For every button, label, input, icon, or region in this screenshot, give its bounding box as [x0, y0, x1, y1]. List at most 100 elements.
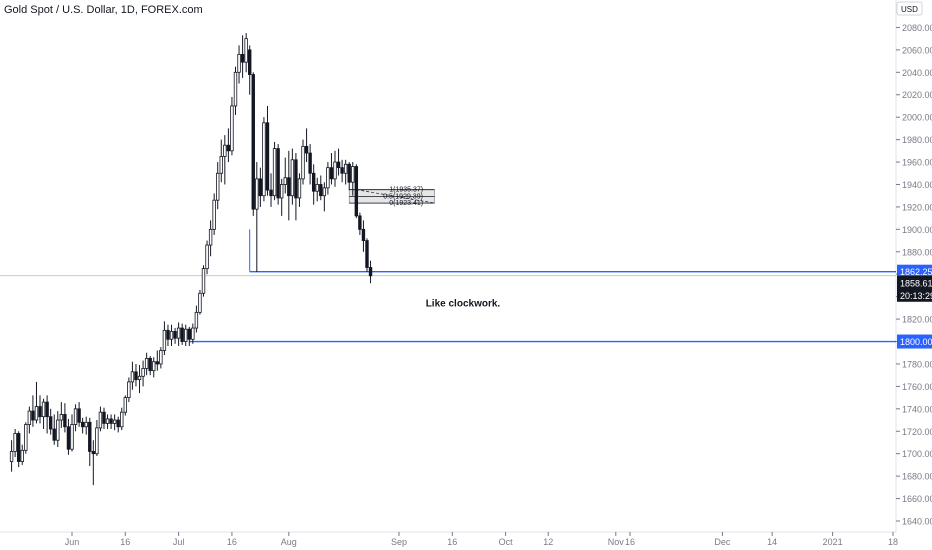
annotation-text[interactable]: Like clockwork.	[426, 298, 501, 309]
candle-body	[77, 408, 81, 423]
candle-body	[233, 71, 238, 107]
x-tick-label: 2021	[823, 537, 843, 547]
candle-body	[347, 163, 351, 183]
candle-body	[152, 361, 156, 372]
candle-body	[336, 161, 341, 169]
x-tick-label: 16	[227, 537, 237, 547]
candle-body	[70, 424, 74, 450]
candle-body	[102, 411, 106, 424]
y-tick-label: 2060.00	[902, 45, 932, 55]
candle-body	[180, 327, 184, 342]
candle-body	[219, 156, 223, 174]
candle-body	[34, 406, 39, 421]
candle-body	[144, 357, 149, 369]
candle-body	[272, 148, 277, 197]
candle-body	[63, 414, 67, 428]
x-tick-label: 18	[888, 537, 898, 547]
candle-body	[343, 163, 348, 174]
bar-countdown-label: 20:13:29	[900, 291, 932, 301]
x-tick-label: Aug	[281, 537, 297, 547]
candle-body	[315, 184, 319, 192]
candle-body	[9, 451, 14, 462]
candle-body	[351, 166, 355, 183]
candle-body	[41, 401, 46, 418]
x-tick-label: Oct	[499, 537, 514, 547]
x-tick-label: 12	[543, 537, 553, 547]
candle-body	[127, 381, 131, 399]
candle-body	[230, 105, 234, 152]
level-price-tag	[897, 264, 932, 279]
candle-body	[80, 421, 85, 428]
y-tick-label: 1920.00	[902, 202, 932, 212]
candle-body	[159, 350, 163, 365]
fib-level-label: 0(1923.41)	[389, 200, 423, 207]
level-price-tag	[897, 334, 932, 349]
candle-body	[73, 408, 78, 425]
candle-body	[31, 410, 35, 421]
candle-body	[329, 167, 334, 180]
candle-body	[20, 449, 24, 462]
candle-body	[105, 418, 110, 424]
y-tick-label: 1900.00	[902, 225, 932, 235]
last-price-tag	[897, 275, 932, 302]
candle-body	[358, 215, 362, 230]
y-tick-label: 1700.00	[902, 449, 932, 459]
candle-body	[290, 159, 295, 197]
x-tick-label: Jun	[65, 537, 80, 547]
candle-body	[184, 328, 188, 342]
candle-body	[148, 357, 152, 372]
currency-button[interactable]	[896, 1, 923, 16]
candle-body	[361, 228, 366, 241]
candle-body	[176, 327, 181, 339]
x-tick-label: Jul	[173, 537, 185, 547]
candle-body	[269, 189, 273, 197]
candle-body	[244, 38, 248, 63]
candle-body	[52, 428, 56, 441]
last-price-label: 1858.61	[900, 278, 932, 288]
candle-body	[38, 406, 42, 418]
candle-body	[258, 178, 263, 197]
symbol-title: Gold Spot / U.S. Dollar, 1D, FOREX.com	[4, 4, 203, 16]
candle-body	[120, 411, 124, 428]
candle-body	[319, 184, 323, 197]
candle-body	[198, 292, 202, 313]
y-tick-label: 1940.00	[902, 180, 932, 190]
candle-body	[134, 371, 138, 381]
candle-body	[194, 311, 199, 329]
y-tick-label: 2000.00	[902, 113, 932, 123]
candle-body	[91, 451, 96, 455]
candle-body	[287, 177, 291, 197]
candle-body	[279, 184, 284, 199]
y-tick-label: 1980.00	[902, 135, 932, 145]
candle-body	[98, 411, 103, 429]
candle-body	[216, 172, 220, 201]
x-tick-label: Dec	[714, 537, 731, 547]
fib-level-label: 0.5(1929.39)	[383, 193, 423, 200]
candle-body	[223, 144, 227, 157]
candle-body	[255, 178, 259, 210]
candle-body	[322, 187, 327, 197]
fib-level-label: 1(1935.37)	[389, 187, 423, 194]
candle-body	[283, 177, 287, 185]
candle-body	[137, 375, 142, 381]
x-tick-label: 16	[447, 537, 457, 547]
x-tick-label: Sep	[391, 537, 407, 547]
candle-body	[265, 122, 270, 191]
candle-body	[141, 368, 145, 377]
candle-body	[187, 328, 191, 340]
currency-button-label: USD	[901, 5, 918, 14]
candle-body	[59, 414, 64, 421]
candle-body	[308, 152, 312, 174]
candle-body	[116, 419, 120, 428]
candle-body	[226, 144, 231, 152]
candle-body	[301, 145, 305, 180]
candle-body	[45, 401, 49, 418]
y-tick-label: 1660.00	[902, 494, 932, 504]
candle-body	[66, 426, 71, 450]
candle-body	[16, 433, 21, 462]
candle-body	[169, 331, 174, 340]
y-tick-label: 1820.00	[902, 315, 932, 325]
y-tick-label: 1640.00	[902, 517, 932, 527]
x-tick-label: 16	[625, 537, 635, 547]
